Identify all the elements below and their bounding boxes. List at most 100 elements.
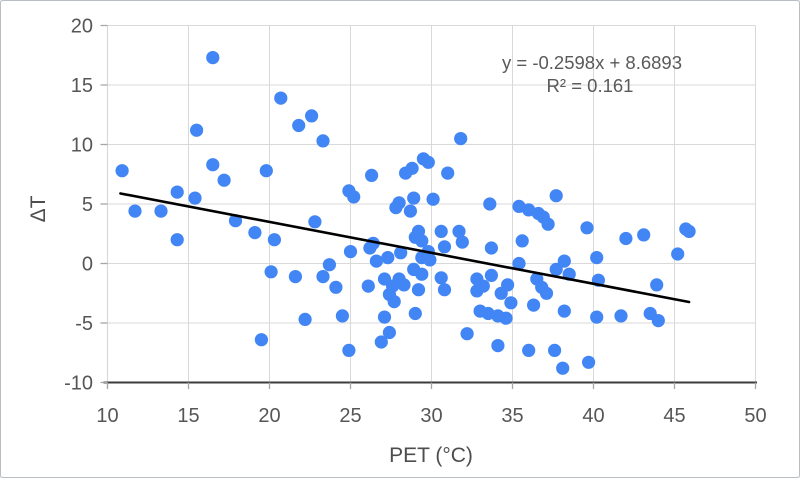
data-point	[259, 164, 273, 178]
data-point	[541, 217, 555, 231]
x-tick-label: 20	[258, 405, 280, 427]
data-point	[394, 246, 408, 260]
y-tick-label: 10	[71, 135, 93, 157]
x-tick-labels: 10 15 20 25 30 35 40 45 50	[96, 405, 766, 427]
data-points	[115, 51, 696, 375]
data-point	[392, 196, 406, 210]
data-point	[381, 251, 395, 265]
data-point	[264, 265, 278, 279]
data-point	[590, 251, 604, 265]
data-point	[382, 325, 396, 340]
data-point	[557, 254, 571, 268]
data-point	[292, 118, 306, 133]
y-tick-label: 5	[82, 194, 93, 216]
trendline-r-squared: R² = 0.161	[547, 75, 634, 96]
data-point	[415, 234, 429, 248]
data-point	[455, 235, 469, 249]
data-point	[308, 215, 322, 229]
data-point	[377, 310, 392, 324]
x-tick-label: 30	[420, 405, 442, 427]
y-tick-label: 20	[71, 16, 93, 38]
data-point	[557, 304, 571, 318]
data-point	[267, 233, 281, 247]
data-point	[682, 224, 696, 238]
x-tick-label: 35	[501, 405, 523, 427]
data-point	[316, 270, 330, 284]
data-point	[274, 91, 288, 105]
data-point	[411, 283, 426, 297]
data-point	[441, 166, 455, 180]
data-point	[415, 267, 429, 281]
data-point	[527, 298, 541, 312]
data-point	[343, 245, 358, 259]
data-point	[476, 279, 490, 293]
data-point	[483, 197, 497, 211]
data-point	[637, 228, 651, 242]
data-point	[298, 312, 312, 326]
data-point	[650, 278, 664, 292]
data-point	[619, 231, 633, 246]
data-point	[188, 191, 202, 205]
data-point	[361, 279, 375, 293]
data-point	[491, 339, 505, 353]
data-point	[408, 306, 422, 321]
data-point	[484, 268, 498, 282]
x-tick-label: 25	[339, 405, 361, 427]
axis-lines	[103, 25, 757, 389]
data-point	[397, 278, 411, 292]
data-point	[548, 343, 562, 357]
data-point	[405, 161, 419, 175]
data-point	[335, 309, 349, 323]
x-tick-label: 10	[96, 405, 118, 427]
data-point	[549, 189, 563, 203]
y-tick-labels: -10 -5 0 5 10 15 20	[64, 16, 93, 395]
data-point	[190, 123, 204, 137]
data-point	[512, 256, 526, 271]
data-point	[387, 295, 401, 309]
data-point	[484, 241, 498, 255]
data-point	[322, 258, 336, 272]
data-point	[217, 173, 231, 187]
data-point	[437, 283, 452, 297]
y-tick-label: 15	[71, 75, 93, 97]
data-point	[154, 204, 168, 218]
data-point	[115, 164, 129, 178]
x-tick-label: 45	[663, 405, 685, 427]
data-point	[614, 309, 628, 323]
data-point	[206, 158, 220, 172]
data-point	[426, 192, 440, 206]
y-tick-label: 0	[82, 254, 93, 276]
data-point	[437, 240, 452, 254]
data-point	[170, 233, 184, 247]
data-point	[582, 355, 596, 369]
data-point	[454, 132, 468, 146]
data-point	[452, 224, 466, 238]
data-point	[407, 191, 421, 205]
data-point	[316, 134, 330, 148]
data-point	[580, 221, 594, 235]
data-point	[369, 254, 383, 268]
data-point	[549, 262, 563, 276]
data-point	[501, 278, 515, 292]
data-point	[206, 51, 220, 65]
data-point	[499, 311, 513, 325]
x-tick-label: 50	[744, 405, 766, 427]
x-tick-label: 15	[177, 405, 199, 427]
data-point	[288, 270, 302, 284]
data-point	[403, 204, 417, 218]
data-point	[434, 224, 448, 238]
gridlines	[107, 25, 756, 383]
data-point	[434, 271, 448, 285]
data-point	[305, 109, 319, 123]
y-tick-label: -5	[75, 313, 93, 335]
data-point	[556, 361, 570, 375]
data-point	[128, 204, 142, 218]
data-point	[170, 185, 184, 199]
data-point	[374, 335, 388, 349]
axis-tick-marks	[100, 24, 757, 389]
y-axis-title: ΔT	[27, 195, 50, 222]
y-tick-label: -10	[64, 373, 93, 395]
data-point	[651, 314, 665, 328]
